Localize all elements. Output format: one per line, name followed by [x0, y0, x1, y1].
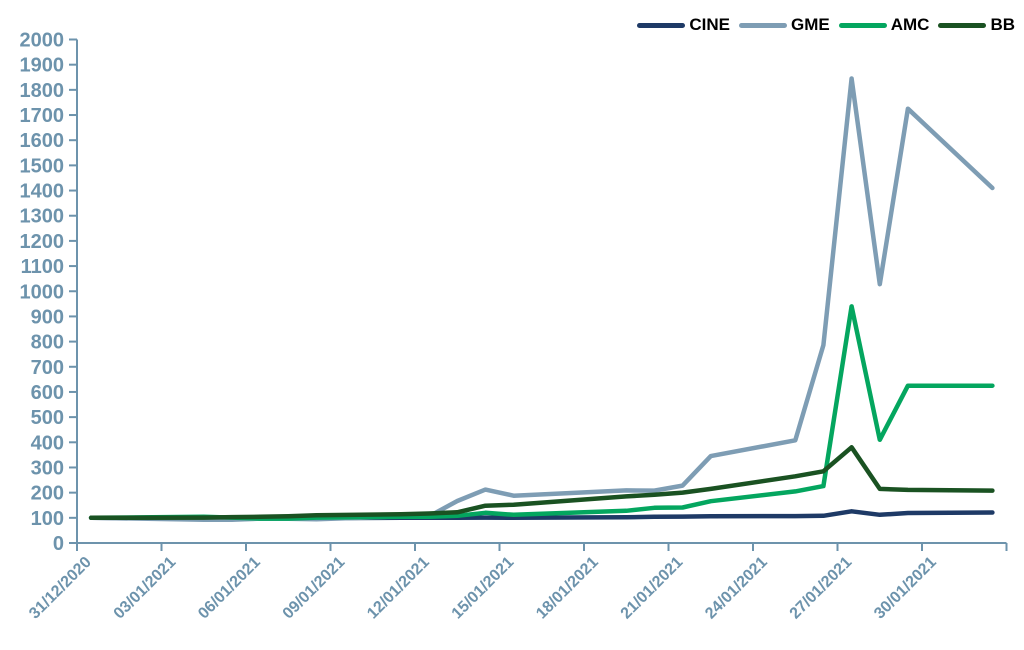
series-line-amc	[88, 304, 995, 521]
legend-line-swatch-bb	[938, 22, 987, 28]
y-tick-label: 500	[31, 407, 64, 429]
y-tick-label: 1300	[20, 206, 65, 228]
legend-line-swatch-amc	[838, 22, 887, 28]
y-tick-label: 1000	[20, 281, 65, 303]
y-tick-label: 1700	[20, 105, 65, 127]
x-tick-label: 06/01/2021	[195, 554, 264, 623]
y-tick-label: 700	[31, 357, 64, 379]
x-tick-label: 18/01/2021	[533, 554, 602, 623]
y-tick-label: 1500	[20, 155, 65, 177]
y-tick-label: 200	[31, 483, 64, 505]
series-line-bb	[88, 445, 995, 521]
x-tick-label: 03/01/2021	[111, 554, 180, 623]
legend-label-bb: BB	[990, 15, 1015, 34]
y-tick-label: 600	[31, 382, 64, 404]
y-tick-label: 400	[31, 432, 64, 454]
legend-item-gme: GME	[738, 15, 830, 35]
y-tick-label: 1100	[21, 256, 64, 278]
y-tick-label: 2000	[20, 30, 65, 52]
legend-line-swatch-cine	[637, 22, 686, 28]
chart-legend: CINE GME AMC BB	[637, 15, 1015, 35]
y-tick-label: 800	[31, 332, 64, 354]
legend-item-amc: AMC	[838, 15, 930, 35]
legend-item-cine: CINE	[637, 15, 730, 35]
y-tick-label: 1800	[20, 80, 65, 102]
legend-label-cine: CINE	[689, 15, 730, 34]
y-tick-label: 1200	[20, 231, 65, 253]
y-tick-label: 100	[31, 508, 64, 530]
x-tick-label: 09/01/2021	[280, 554, 349, 623]
y-tick-label: 1400	[20, 181, 65, 203]
y-tick-label: 300	[31, 457, 64, 479]
legend-item-bb: BB	[938, 15, 1015, 35]
legend-label-gme: GME	[790, 15, 830, 34]
y-tick-label: 900	[31, 306, 64, 328]
y-tick-label: 1900	[20, 55, 65, 77]
x-tick-label: 15/01/2021	[449, 554, 518, 623]
x-tick-label: 27/01/2021	[787, 554, 856, 623]
x-tick-label: 21/01/2021	[618, 554, 687, 623]
legend-line-swatch-gme	[738, 22, 787, 28]
x-tick-label: 24/01/2021	[702, 554, 771, 623]
y-tick-label: 0	[53, 533, 64, 555]
y-tick-label: 1600	[20, 130, 65, 152]
legend-label-amc: AMC	[890, 15, 930, 34]
x-tick-label: 12/01/2021	[364, 554, 433, 623]
x-tick-label: 30/01/2021	[871, 554, 940, 623]
x-tick-label: 31/12/2020	[26, 554, 95, 623]
